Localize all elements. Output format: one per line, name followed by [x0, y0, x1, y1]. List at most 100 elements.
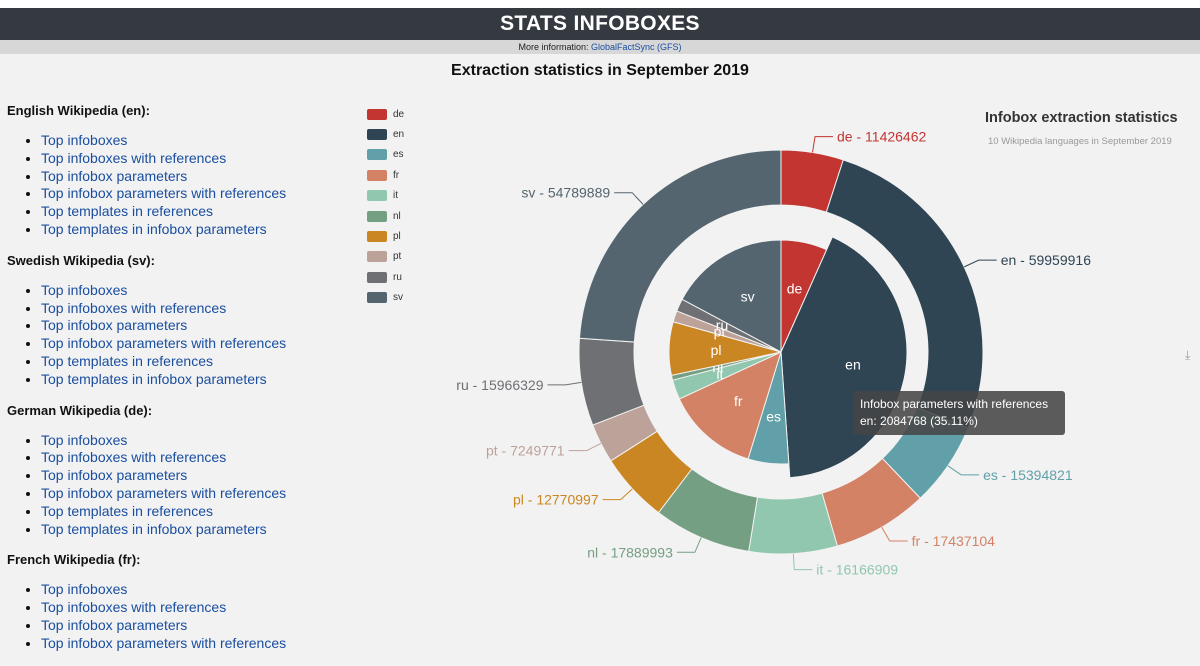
- link-top-templates-in-infobox-parameters[interactable]: Top templates in infobox parameters: [41, 520, 267, 537]
- outer-label-line-pt: [568, 442, 602, 452]
- legend-item-es[interactable]: es: [367, 145, 404, 165]
- outer-label-fr: fr - 17437104: [912, 533, 995, 549]
- link-top-infoboxes-with-references[interactable]: Top infoboxes with references: [41, 149, 227, 166]
- section-sv: Swedish Wikipedia (sv): Top infoboxes To…: [7, 252, 347, 389]
- link-top-infoboxes-with-references[interactable]: Top infoboxes with references: [41, 599, 227, 616]
- chart-legend: de en es fr it nl pl pt ru sv: [367, 104, 404, 308]
- outer-label-ru: ru - 15966329: [456, 377, 543, 393]
- tooltip-value: en: 2084768 (35.11%): [860, 414, 978, 428]
- outer-label-line-de: [812, 136, 834, 153]
- section-fr: French Wikipedia (fr): Top infoboxes Top…: [7, 551, 347, 652]
- outer-label-nl: nl - 17889993: [587, 544, 673, 560]
- link-top-infobox-parameters[interactable]: Top infobox parameters: [41, 167, 188, 184]
- legend-item-ru[interactable]: ru: [367, 267, 404, 287]
- outer-label-sv: sv - 54789889: [521, 185, 610, 201]
- inner-label-it: it: [716, 366, 723, 382]
- outer-label-line-nl: [676, 537, 702, 553]
- list-item: Top infobox parameters with references: [41, 485, 347, 503]
- legend-label: pl: [393, 231, 401, 243]
- list-item: Top infobox parameters with references: [41, 635, 347, 653]
- tooltip-title: Infobox parameters with references: [860, 397, 1049, 411]
- link-top-infoboxes-with-references[interactable]: Top infoboxes with references: [41, 449, 227, 466]
- list-item: Top infoboxes: [41, 132, 347, 150]
- section-heading: French Wikipedia (fr):: [7, 552, 141, 568]
- legend-item-pl[interactable]: pl: [367, 226, 404, 246]
- download-icon[interactable]: ⤓: [1185, 348, 1191, 362]
- link-top-infobox-parameters[interactable]: Top infobox parameters: [41, 616, 188, 633]
- inner-label-nl: nl: [712, 359, 723, 375]
- inner-label-de: de: [787, 280, 803, 296]
- list-item: Top templates in references: [41, 503, 347, 521]
- list-item: Top templates in references: [41, 203, 347, 221]
- app-title: STATS INFOBOXES: [500, 12, 700, 35]
- list-item: Top infobox parameters: [41, 317, 347, 335]
- legend-swatch: [367, 190, 387, 202]
- legend-swatch: [367, 169, 387, 181]
- more-info-bar: More information: GlobalFactSync (GFS): [0, 40, 1200, 54]
- link-top-infoboxes[interactable]: Top infoboxes: [41, 132, 128, 148]
- section-heading: English Wikipedia (en):: [7, 103, 150, 118]
- legend-swatch: [367, 271, 387, 283]
- outer-label-line-ru: [547, 381, 582, 386]
- inner-label-en: en: [845, 357, 861, 373]
- legend-swatch: [367, 210, 387, 222]
- link-top-infobox-parameters[interactable]: Top infobox parameters: [41, 317, 188, 334]
- outer-slice-it[interactable]: [748, 492, 838, 555]
- list-item: Top infoboxes with references: [41, 150, 347, 168]
- outer-label-it: it - 16166909: [816, 562, 898, 578]
- outer-label-line-en: [963, 259, 997, 268]
- outer-label-line-pl: [602, 488, 633, 501]
- legend-item-fr[interactable]: fr: [367, 165, 404, 185]
- link-top-templates-in-references[interactable]: Top templates in references: [41, 352, 213, 369]
- legend-label: es: [393, 149, 404, 161]
- section-heading: German Wikipedia (de):: [7, 402, 153, 418]
- link-top-infoboxes-with-references[interactable]: Top infoboxes with references: [41, 299, 227, 316]
- list-item: Top infobox parameters with references: [41, 185, 347, 203]
- list-item: Top infoboxes with references: [41, 599, 347, 617]
- inner-slice-fr[interactable]: [678, 351, 782, 460]
- link-top-templates-in-infobox-parameters[interactable]: Top templates in infobox parameters: [41, 220, 267, 237]
- link-top-infobox-parameters-with-references[interactable]: Top infobox parameters with references: [41, 484, 287, 501]
- link-top-templates-in-references[interactable]: Top templates in references: [41, 203, 213, 220]
- link-top-infobox-parameters-with-references[interactable]: Top infobox parameters with references: [41, 634, 287, 651]
- outer-label-en: en - 59959916: [1001, 252, 1092, 268]
- legend-item-sv[interactable]: sv: [367, 288, 404, 308]
- gfs-link[interactable]: GlobalFactSync (GFS): [591, 42, 682, 52]
- link-top-infobox-parameters-with-references[interactable]: Top infobox parameters with references: [41, 335, 287, 352]
- link-top-infoboxes[interactable]: Top infoboxes: [41, 431, 128, 448]
- link-top-templates-in-references[interactable]: Top templates in references: [41, 502, 213, 519]
- section-de: German Wikipedia (de): Top infoboxes Top…: [7, 402, 347, 539]
- legend-item-de[interactable]: de: [367, 104, 404, 124]
- inner-label-sv: sv: [741, 288, 755, 304]
- legend-label: pt: [393, 251, 402, 263]
- link-top-templates-in-infobox-parameters[interactable]: Top templates in infobox parameters: [41, 370, 267, 387]
- outer-label-line-it: [792, 553, 813, 571]
- legend-label: fr: [393, 169, 400, 181]
- legend-item-it[interactable]: it: [367, 186, 404, 206]
- link-top-infobox-parameters[interactable]: Top infobox parameters: [41, 467, 188, 484]
- legend-item-pt[interactable]: pt: [367, 247, 404, 267]
- inner-slice-sv[interactable]: [681, 239, 782, 353]
- legend-item-en[interactable]: en: [367, 124, 404, 144]
- legend-swatch: [367, 149, 387, 161]
- section-en: English Wikipedia (en): Top infoboxes To…: [7, 102, 347, 239]
- inner-label-pt: pt: [714, 323, 726, 339]
- inner-label-es: es: [766, 409, 781, 425]
- outer-label-de: de - 11426462: [837, 129, 926, 145]
- list-item: Top infobox parameters: [41, 467, 347, 485]
- link-top-infobox-parameters-with-references[interactable]: Top infobox parameters with references: [41, 185, 287, 202]
- list-item: Top infobox parameters: [41, 617, 347, 635]
- list-item: Top infoboxes: [41, 432, 347, 450]
- list-item: Top infoboxes: [41, 282, 347, 300]
- language-link-list: English Wikipedia (en): Top infoboxes To…: [7, 102, 347, 666]
- legend-item-nl[interactable]: nl: [367, 206, 404, 226]
- link-top-infoboxes[interactable]: Top infoboxes: [41, 581, 128, 598]
- legend-label: de: [393, 108, 405, 120]
- link-top-infoboxes[interactable]: Top infoboxes: [41, 281, 128, 298]
- chart-subtitle: 10 Wikipedia languages in September 2019: [988, 136, 1172, 147]
- legend-swatch: [367, 231, 387, 243]
- outer-label-es: es - 15394821: [983, 467, 1073, 483]
- list-item: Top templates in infobox parameters: [41, 521, 347, 539]
- outer-slice-sv[interactable]: [578, 149, 782, 343]
